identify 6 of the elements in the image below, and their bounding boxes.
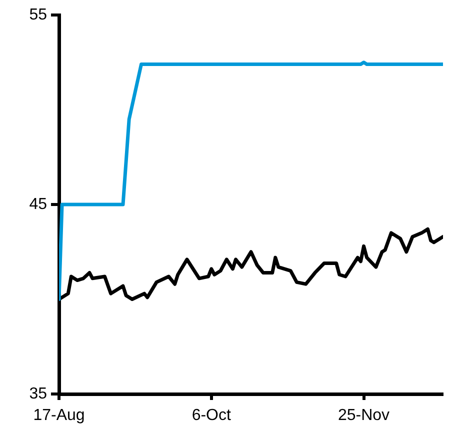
x-tick-label: 6-Oct <box>192 407 232 424</box>
y-tick-label: 55 <box>29 6 48 24</box>
y-tick-label: 35 <box>29 385 48 402</box>
y-tick-label: 45 <box>29 196 48 213</box>
x-tick-label: 17-Aug <box>33 407 85 424</box>
x-tick-label: 25-Nov <box>338 407 390 424</box>
